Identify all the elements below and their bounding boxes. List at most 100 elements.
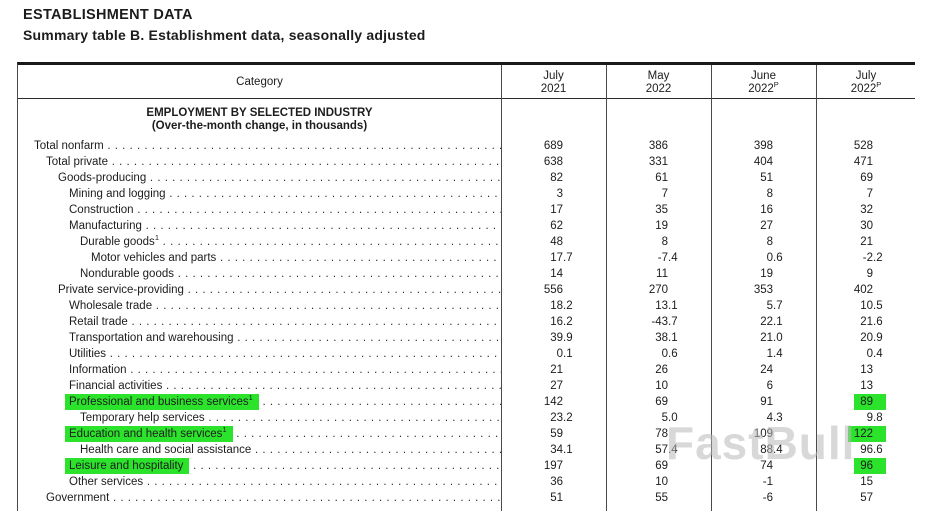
value: 10: [655, 476, 668, 488]
row-value-cell: 57: [816, 490, 916, 506]
row-value-cell: 0.1: [501, 346, 606, 362]
value: 13.1: [655, 300, 678, 312]
table-row: Wholesale trade . . . . . . . . . . . . …: [18, 298, 915, 314]
leader-dots: . . . . . . . . . . . . . . . . . . . . …: [109, 348, 501, 360]
table-row: Motor vehicles and parts . . . . . . . .…: [18, 250, 915, 266]
value: 689: [543, 140, 563, 152]
column-divider: [606, 65, 608, 511]
leader-dots: . . . . . . . . . . . . . . . . . . . . …: [193, 460, 501, 472]
value: 8: [661, 236, 668, 248]
row-value-cell: 74: [711, 458, 816, 474]
table-row: Nondurable goods . . . . . . . . . . . .…: [18, 266, 915, 282]
row-value-cell: 17: [501, 202, 606, 218]
value: 353: [753, 284, 773, 296]
row-label: Financial activities: [69, 380, 163, 392]
page-subtitle: Summary table B. Establishment data, sea…: [23, 27, 426, 43]
row-value-cell: 1.4: [711, 346, 816, 362]
value: 82: [550, 172, 563, 184]
value: 386: [648, 140, 668, 152]
column-divider: [816, 65, 818, 511]
value: 88.4: [760, 444, 783, 456]
category-column-header: Category: [236, 75, 283, 88]
row-value-cell: 32: [816, 202, 916, 218]
row-value-cell: 471: [816, 154, 916, 170]
row-value-cell: 404: [711, 154, 816, 170]
row-value-cell: 34.1: [501, 442, 606, 458]
row-value-cell: 26: [606, 362, 711, 378]
row-value-cell: 528: [816, 138, 916, 154]
section-title-line2: (Over-the-month change, in thousands): [151, 120, 368, 132]
row-value-cell: 122: [816, 426, 916, 442]
value: 10.5: [860, 300, 883, 312]
value: 62: [550, 220, 563, 232]
table-row: Utilities . . . . . . . . . . . . . . . …: [18, 346, 915, 362]
value-column-header: May 2022: [645, 70, 672, 95]
row-label: Health care and social assistance: [80, 444, 252, 456]
table-row: Education and health services1 . . . . .…: [18, 426, 915, 442]
row-value-cell: 62: [501, 218, 606, 234]
table-row: Manufacturing . . . . . . . . . . . . . …: [18, 218, 915, 234]
row-value-cell: 7: [816, 186, 916, 202]
value: 6: [766, 380, 773, 392]
row-label-area: Total private . . . . . . . . . . . . . …: [18, 154, 501, 170]
value: 0.1: [556, 348, 573, 360]
table-row: Information . . . . . . . . . . . . . . …: [18, 362, 915, 378]
leader-dots: . . . . . . . . . . . . . . . . . . . . …: [169, 188, 501, 200]
value: 398: [753, 140, 773, 152]
leader-dots: . . . . . . . . . . . . . . . . . . . . …: [111, 156, 501, 168]
table-row: Temporary help services . . . . . . . . …: [18, 410, 915, 426]
row-label-highlighted: Education and health services1: [65, 426, 233, 442]
value: 91: [760, 396, 773, 408]
value: 59: [550, 428, 563, 440]
row-value-cell: 3: [501, 186, 606, 202]
row-label: Total private: [46, 156, 109, 168]
row-value-cell: 35: [606, 202, 711, 218]
table-row: Retail trade . . . . . . . . . . . . . .…: [18, 314, 915, 330]
value: 18.2: [550, 300, 573, 312]
row-value-cell: 270: [606, 282, 711, 298]
row-label: Retail trade: [69, 316, 128, 328]
row-label-area: Government . . . . . . . . . . . . . . .…: [18, 490, 501, 506]
value: 528: [853, 140, 873, 152]
row-value-cell: 142: [501, 394, 606, 410]
row-value-cell: -7.4: [606, 250, 711, 266]
value: 69: [655, 396, 668, 408]
value: -7.4: [657, 252, 678, 264]
table-row: Goods-producing . . . . . . . . . . . . …: [18, 170, 915, 186]
row-value-cell: 689: [501, 138, 606, 154]
section-title-line1: EMPLOYMENT BY SELECTED INDUSTRY: [146, 107, 373, 119]
row-label-area: Temporary help services . . . . . . . . …: [18, 410, 501, 426]
row-label: Utilities: [69, 348, 107, 360]
row-label-area: Professional and business services1 . . …: [18, 394, 501, 410]
value: 0.6: [661, 348, 678, 360]
value: 51: [760, 172, 773, 184]
row-value-cell: 10.5: [816, 298, 916, 314]
table-row: Financial activities . . . . . . . . . .…: [18, 378, 915, 394]
value: 0.4: [866, 348, 883, 360]
value: 471: [853, 156, 873, 168]
value: 96.6: [860, 444, 883, 456]
row-label-area: Retail trade . . . . . . . . . . . . . .…: [18, 314, 501, 330]
row-value-cell: 78: [606, 426, 711, 442]
row-label-area: Leisure and hospitality . . . . . . . . …: [18, 458, 501, 474]
value: 22.1: [760, 316, 783, 328]
value: 9: [866, 268, 873, 280]
row-value-cell: 386: [606, 138, 711, 154]
value: 27: [760, 220, 773, 232]
row-value-cell: 57.4: [606, 442, 711, 458]
row-value-cell: 48: [501, 234, 606, 250]
row-label-area: Private service-providing . . . . . . . …: [18, 282, 501, 298]
row-value-cell: 197: [501, 458, 606, 474]
row-value-cell: 13: [816, 378, 916, 394]
value: 51: [550, 492, 563, 504]
row-value-cell: 398: [711, 138, 816, 154]
row-value-cell: 0.6: [606, 346, 711, 362]
row-value-cell: 21: [501, 362, 606, 378]
table-header-row: Category July 2021 May 2022 June 2022P July 202…: [18, 65, 915, 99]
row-value-cell: 9: [816, 266, 916, 282]
row-value-cell: 69: [816, 170, 916, 186]
row-label-highlighted: Leisure and hospitality: [65, 458, 190, 474]
value: 15: [860, 476, 873, 488]
value: 57: [860, 492, 873, 504]
value: 36: [550, 476, 563, 488]
